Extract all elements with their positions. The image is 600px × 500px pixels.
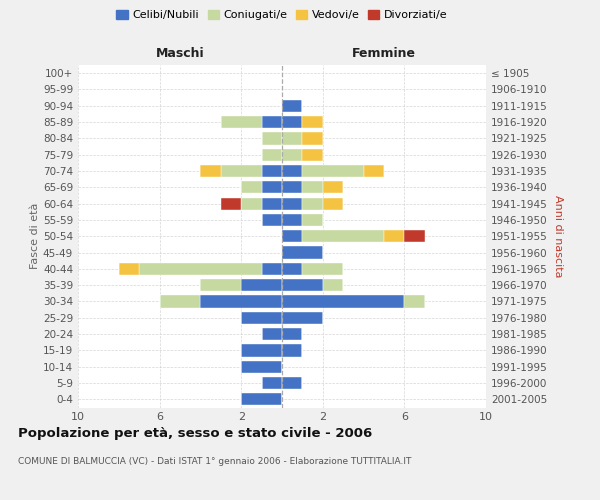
Bar: [302, 263, 343, 275]
Bar: [200, 165, 221, 177]
Bar: [241, 181, 262, 194]
Bar: [302, 214, 323, 226]
Bar: [221, 165, 262, 177]
Bar: [323, 279, 343, 291]
Bar: [241, 312, 282, 324]
Bar: [200, 279, 241, 291]
Bar: [282, 198, 302, 209]
Bar: [282, 230, 302, 242]
Text: Maschi: Maschi: [155, 47, 205, 60]
Bar: [221, 116, 262, 128]
Bar: [302, 165, 364, 177]
Bar: [384, 230, 404, 242]
Bar: [139, 263, 262, 275]
Bar: [241, 393, 282, 406]
Bar: [282, 312, 323, 324]
Bar: [282, 344, 302, 356]
Bar: [282, 328, 302, 340]
Bar: [241, 279, 282, 291]
Bar: [262, 181, 282, 194]
Bar: [282, 296, 404, 308]
Text: Femmine: Femmine: [352, 47, 416, 60]
Bar: [262, 214, 282, 226]
Bar: [282, 181, 302, 194]
Bar: [282, 116, 302, 128]
Bar: [282, 279, 323, 291]
Bar: [302, 198, 323, 209]
Bar: [262, 116, 282, 128]
Bar: [282, 165, 302, 177]
Bar: [282, 214, 302, 226]
Bar: [302, 148, 323, 161]
Bar: [282, 377, 302, 389]
Bar: [262, 148, 282, 161]
Text: Popolazione per età, sesso e stato civile - 2006: Popolazione per età, sesso e stato civil…: [18, 428, 372, 440]
Text: COMUNE DI BALMUCCIA (VC) - Dati ISTAT 1° gennaio 2006 - Elaborazione TUTTITALIA.: COMUNE DI BALMUCCIA (VC) - Dati ISTAT 1°…: [18, 458, 412, 466]
Bar: [282, 148, 302, 161]
Bar: [323, 181, 343, 194]
Bar: [241, 198, 262, 209]
Bar: [404, 230, 425, 242]
Bar: [262, 165, 282, 177]
Bar: [282, 246, 323, 258]
Bar: [302, 132, 323, 144]
Bar: [262, 198, 282, 209]
Bar: [241, 360, 282, 373]
Bar: [282, 100, 302, 112]
Bar: [282, 132, 302, 144]
Bar: [302, 230, 384, 242]
Bar: [364, 165, 384, 177]
Bar: [241, 344, 282, 356]
Bar: [404, 296, 425, 308]
Bar: [119, 263, 139, 275]
Bar: [302, 116, 323, 128]
Bar: [302, 181, 323, 194]
Bar: [282, 263, 302, 275]
Bar: [262, 132, 282, 144]
Bar: [200, 296, 282, 308]
Bar: [160, 296, 200, 308]
Bar: [262, 328, 282, 340]
Bar: [221, 198, 241, 209]
Bar: [323, 198, 343, 209]
Legend: Celibi/Nubili, Coniugati/e, Vedovi/e, Divorziati/e: Celibi/Nubili, Coniugati/e, Vedovi/e, Di…: [112, 6, 452, 25]
Y-axis label: Fasce di età: Fasce di età: [30, 203, 40, 270]
Bar: [262, 263, 282, 275]
Bar: [262, 377, 282, 389]
Y-axis label: Anni di nascita: Anni di nascita: [553, 195, 563, 278]
